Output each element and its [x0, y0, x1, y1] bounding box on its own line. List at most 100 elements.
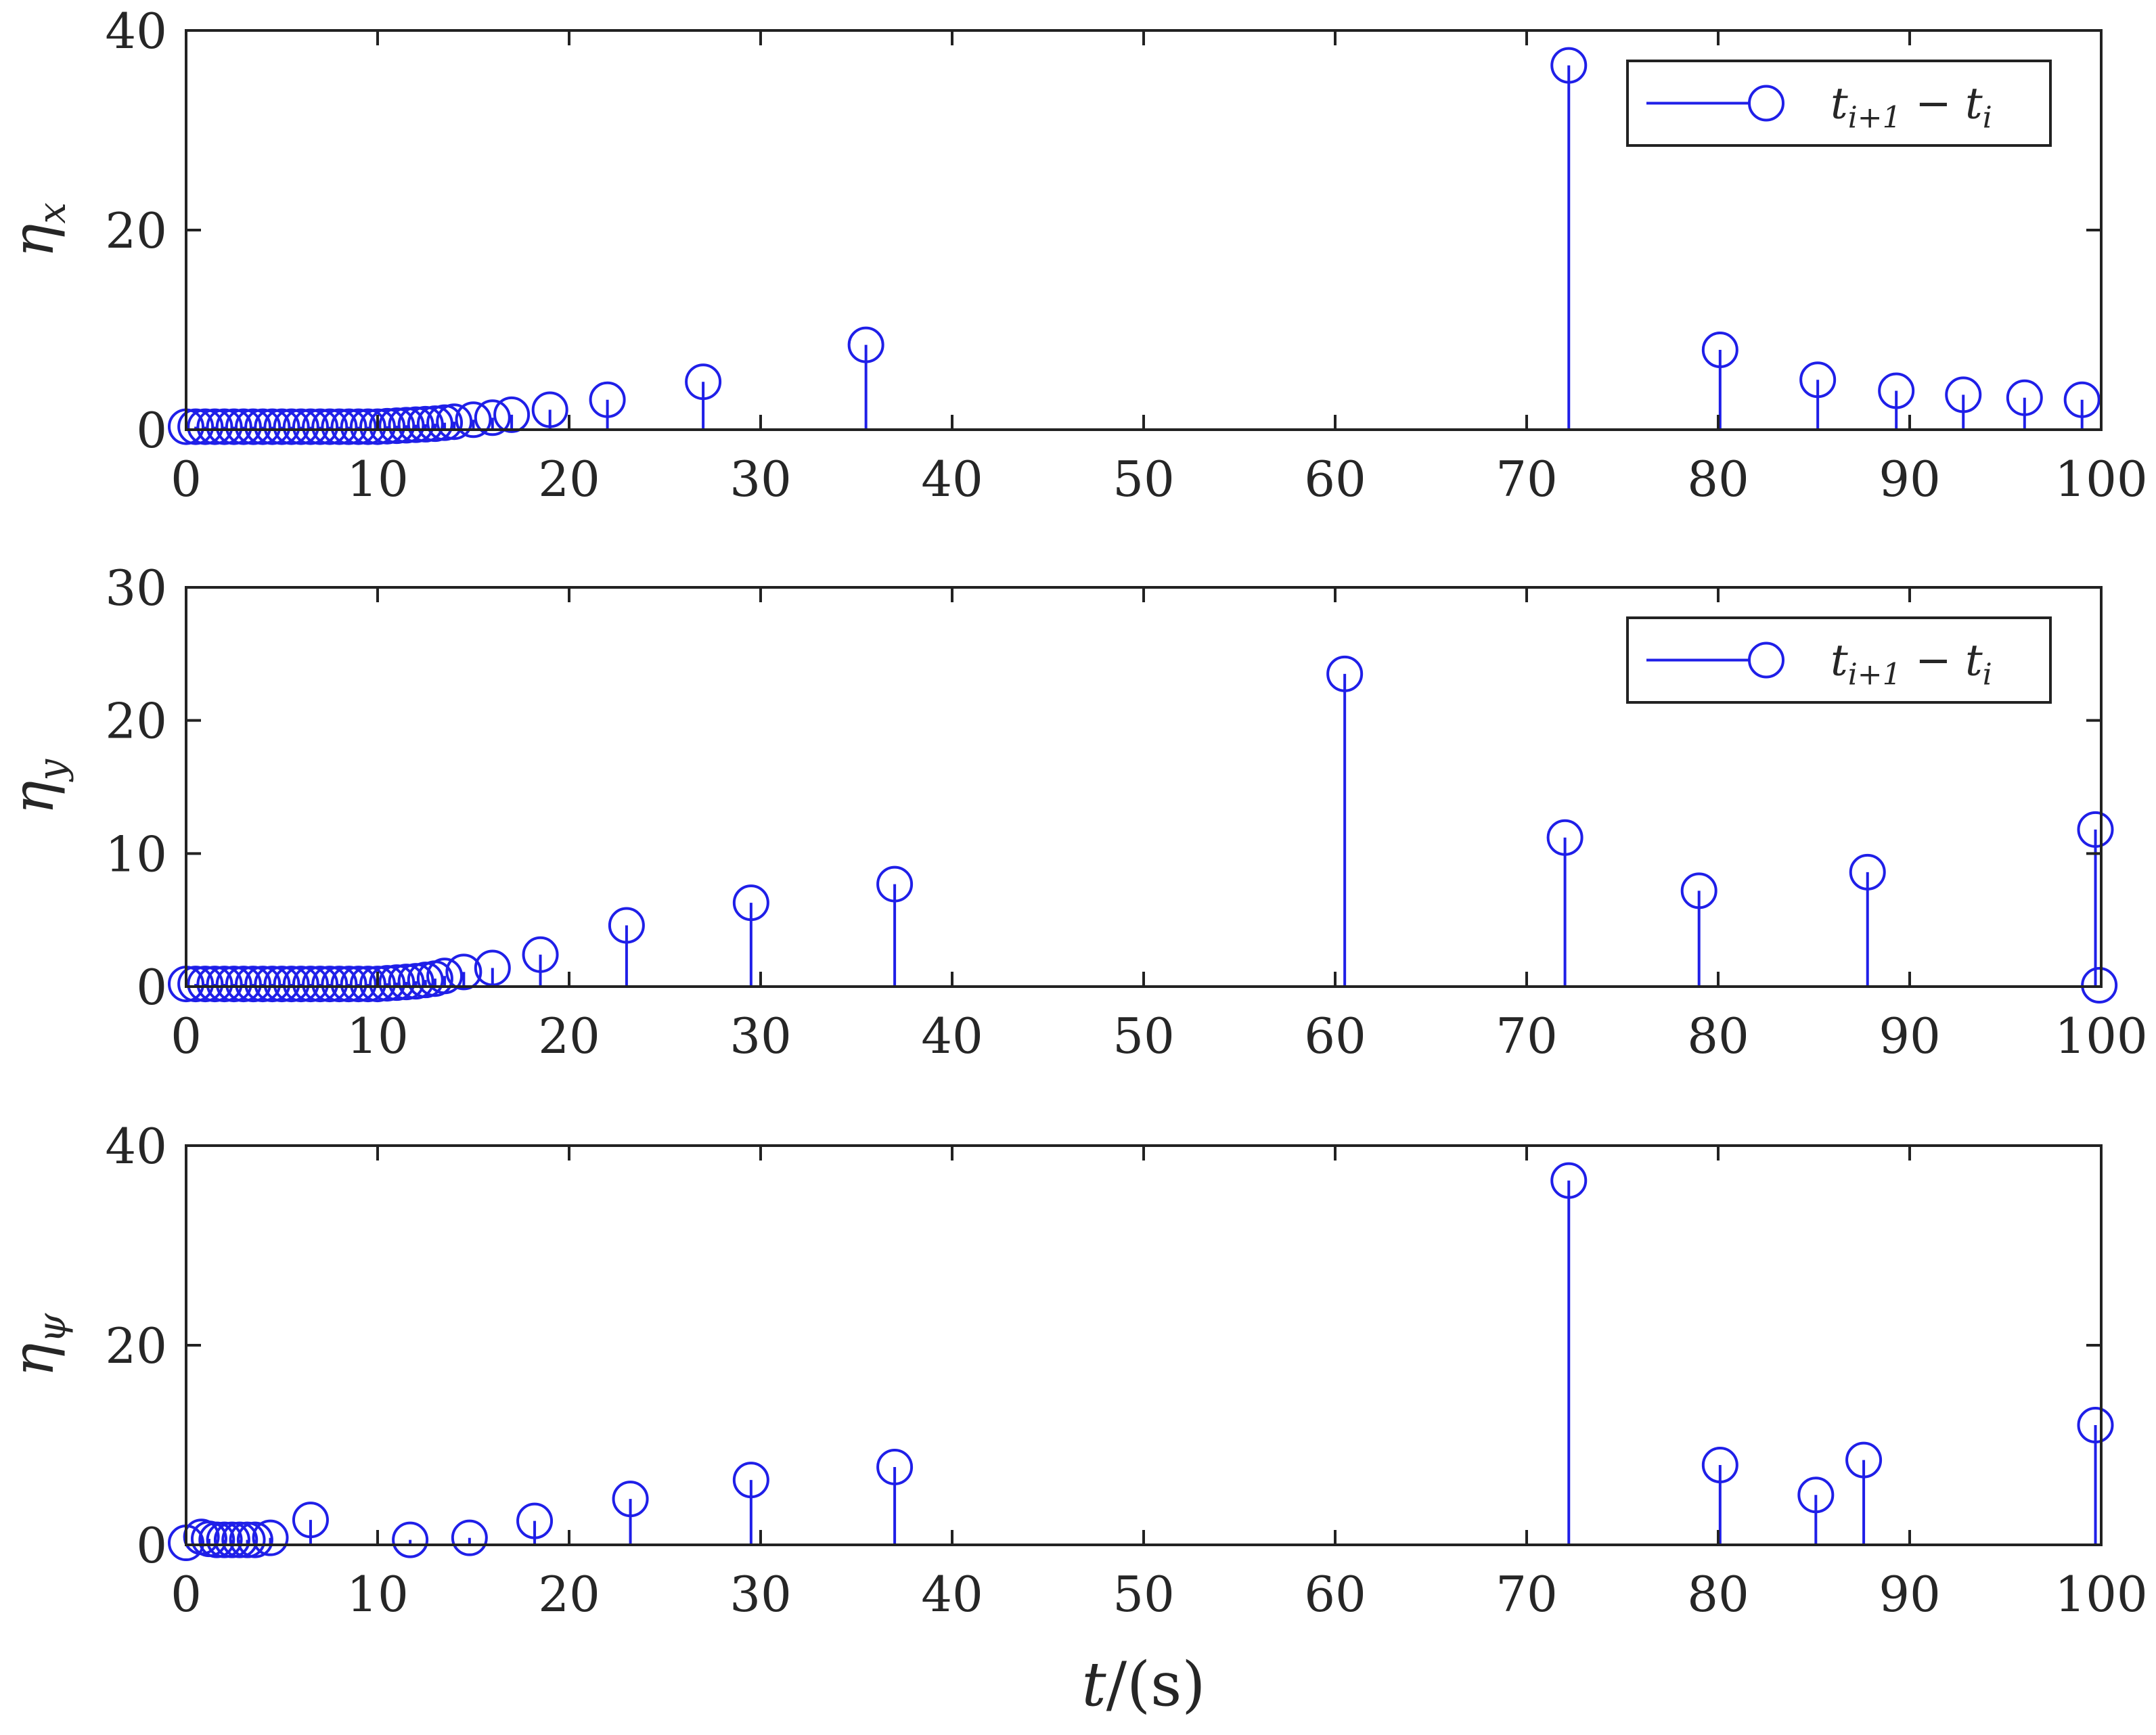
x-tick-label: 10 — [346, 451, 409, 508]
data-point — [445, 953, 482, 991]
data-point — [732, 884, 769, 922]
data-point — [349, 966, 386, 1003]
data-point — [198, 1521, 235, 1558]
data-point — [608, 907, 645, 944]
data-point — [292, 966, 329, 1003]
data-point — [493, 396, 531, 433]
x-tick-label: 50 — [1113, 1008, 1175, 1064]
data-point — [392, 1521, 429, 1558]
y-axis-label: ηψ — [0, 1313, 74, 1377]
x-tick-label: 40 — [921, 451, 983, 508]
data-point — [236, 1521, 273, 1558]
data-point — [732, 1462, 769, 1499]
y-tick-label: 40 — [105, 1118, 167, 1175]
data-point — [455, 401, 492, 438]
data-point — [282, 966, 319, 1003]
x-tick-label: 50 — [1113, 451, 1175, 508]
legend-label-sub1: i+1 — [1848, 101, 1902, 135]
data-point — [516, 1502, 554, 1539]
x-tick-label: 70 — [1496, 1008, 1558, 1064]
data-point — [388, 407, 425, 444]
data-point — [1797, 1477, 1835, 1514]
x-tick-label: 10 — [346, 1566, 409, 1623]
y-axis-label: ηy — [0, 759, 74, 815]
legend-label-sub1: i+1 — [1848, 658, 1902, 692]
x-axis-label-unit: /(s) — [1106, 1649, 1206, 1720]
data-point — [206, 966, 243, 1003]
data-point — [206, 408, 243, 445]
legend-label-t1: t — [1831, 636, 1848, 686]
data-point — [474, 399, 511, 436]
legend-marker — [1748, 641, 1784, 679]
data-point — [369, 965, 406, 1002]
x-tick-label: 20 — [538, 451, 600, 508]
x-tick-label: 90 — [1879, 1566, 1941, 1623]
data-point — [426, 957, 464, 995]
x-tick-label: 0 — [171, 1566, 202, 1623]
data-point — [1845, 1441, 1883, 1479]
data-point — [847, 326, 884, 363]
legend-label-t1: t — [1831, 79, 1848, 129]
data-point — [1701, 332, 1738, 368]
data-point — [215, 408, 252, 445]
data-point — [1945, 376, 1982, 413]
data-point — [451, 1519, 488, 1556]
data-point — [612, 1481, 649, 1518]
x-tick-label: 10 — [346, 1008, 409, 1064]
legend: ti+1 − ti — [1626, 616, 2052, 704]
data-point — [397, 963, 434, 1000]
data-point — [388, 964, 425, 1001]
data-point — [407, 962, 444, 999]
y-axis-label-sub: ψ — [30, 1313, 74, 1343]
panel-2: 0 10 20 30 40 50 60 70 80 90 100 0 10 20 30 ηy ti+1 − ti — [0, 560, 2148, 1064]
y-tick-label: 20 — [105, 693, 167, 750]
data-point — [177, 966, 215, 1003]
data-point — [1546, 819, 1584, 856]
data-point — [1550, 47, 1588, 84]
x-tick-label: 80 — [1687, 451, 1749, 508]
data-point — [292, 408, 329, 445]
data-point — [340, 408, 377, 445]
data-point — [531, 391, 568, 428]
legend-label-sub2: i — [1983, 101, 1992, 135]
data-point — [1701, 1447, 1738, 1483]
data-point — [273, 408, 310, 445]
data-point — [474, 949, 511, 987]
data-point — [244, 408, 282, 445]
data-point — [254, 408, 291, 445]
x-tick-label: 60 — [1304, 451, 1366, 508]
data-point — [196, 966, 233, 1003]
data-point — [1849, 853, 1886, 891]
data-point — [589, 381, 626, 418]
data-point — [254, 966, 291, 1003]
x-tick-label: 90 — [1879, 451, 1941, 508]
data-point — [187, 408, 224, 445]
data-point — [1799, 361, 1837, 399]
x-tick-label: 30 — [729, 1566, 792, 1623]
data-point — [235, 966, 272, 1003]
x-axis-label: t/(s) — [1082, 1649, 1206, 1720]
y-tick-label: 20 — [105, 1317, 167, 1374]
x-tick-label: 20 — [538, 1008, 600, 1064]
x-axis-label-var: t — [1082, 1649, 1107, 1720]
data-point — [407, 405, 444, 443]
x-tick-label: 70 — [1496, 451, 1558, 508]
x-tick-label: 80 — [1687, 1008, 1749, 1064]
y-tick-label: 30 — [105, 560, 167, 616]
data-point — [2006, 379, 2043, 416]
data-point — [1680, 872, 1717, 909]
y-tick-label: 40 — [105, 3, 167, 60]
legend: ti+1 − ti — [1626, 60, 2052, 147]
data-point — [196, 408, 233, 445]
data-point — [1878, 372, 1915, 409]
x-tick-label: 30 — [729, 1008, 792, 1064]
legend-marker — [1748, 85, 1784, 122]
x-tick-label: 60 — [1304, 1566, 1366, 1623]
data-point — [330, 966, 367, 1003]
data-point — [225, 966, 262, 1003]
legend-label-minus: − t — [1902, 636, 1983, 686]
data-point — [187, 966, 224, 1003]
legend-label: ti+1 − ti — [1831, 79, 1992, 135]
legend-label-minus: − t — [1902, 79, 1983, 129]
x-tick-label: 20 — [538, 1566, 600, 1623]
